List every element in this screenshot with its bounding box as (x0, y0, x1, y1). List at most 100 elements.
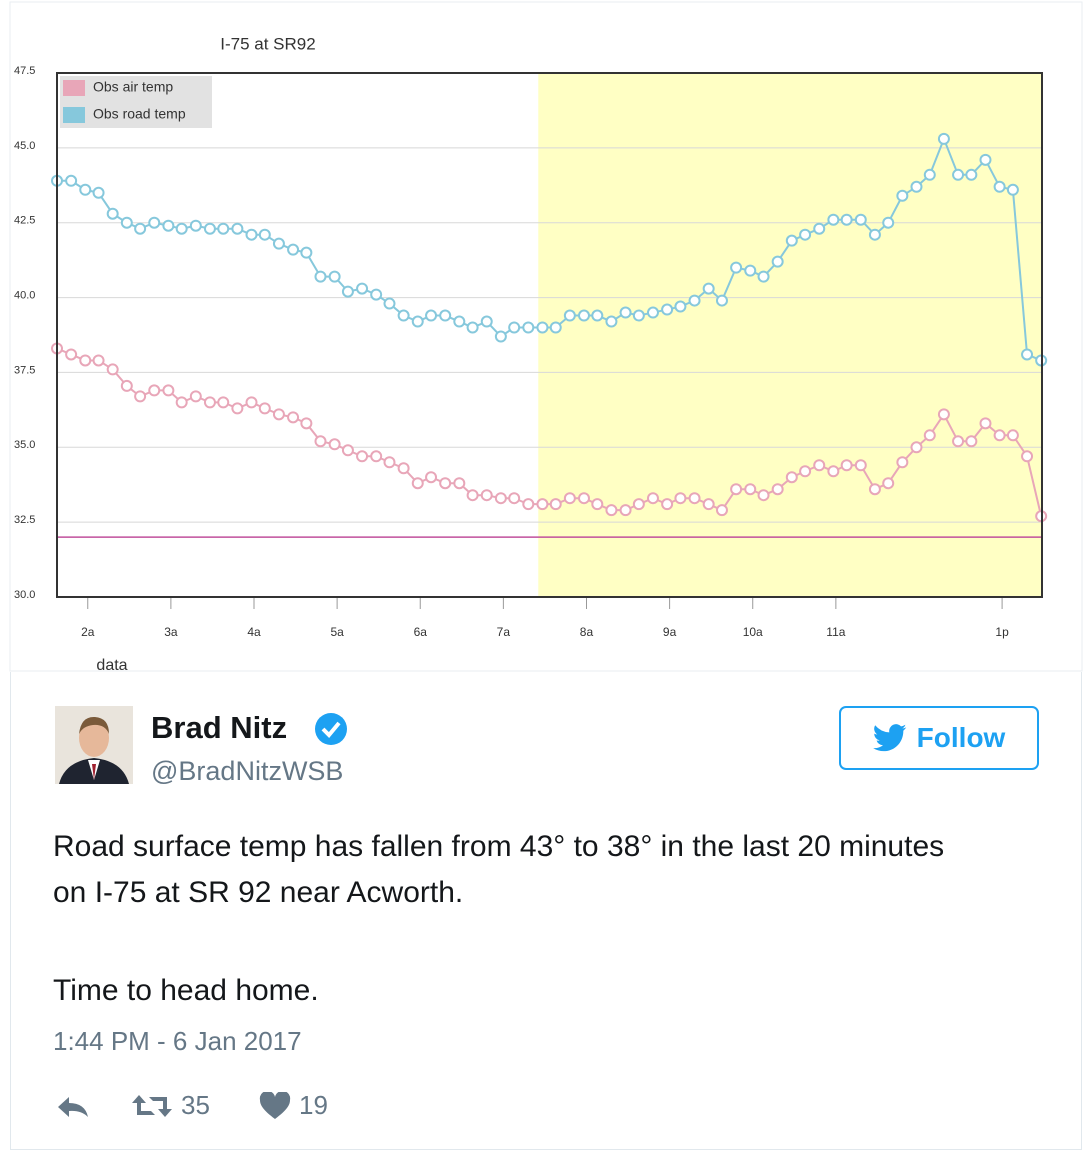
point (675, 302, 685, 312)
reply-icon[interactable] (55, 1094, 91, 1120)
page: I-75 at SR92 data 30.032.535.037.540.042… (0, 0, 1085, 1153)
point (94, 355, 104, 365)
point (995, 182, 1005, 192)
point (690, 296, 700, 306)
y-tick-label: 32.5 (14, 514, 35, 526)
point (330, 439, 340, 449)
point (301, 248, 311, 258)
point (565, 493, 575, 503)
point (108, 364, 118, 374)
point (399, 311, 409, 321)
point (966, 436, 976, 446)
point (731, 263, 741, 273)
x-tick-label: 5a (330, 625, 344, 639)
legend-swatch (63, 80, 85, 96)
point (579, 311, 589, 321)
point (662, 499, 672, 509)
x-tick-label: 2a (81, 625, 95, 639)
highlight-band (538, 73, 1042, 597)
point (634, 499, 644, 509)
point (704, 499, 714, 509)
y-tick-label: 42.5 (14, 215, 35, 227)
point (496, 331, 506, 341)
retweet[interactable]: 35 (131, 1090, 210, 1121)
legend-swatch (63, 107, 85, 123)
point (440, 311, 450, 321)
point (468, 490, 478, 500)
point (135, 224, 145, 234)
point (551, 499, 561, 509)
point (163, 221, 173, 231)
y-tick-label: 37.5 (14, 364, 35, 376)
point (980, 418, 990, 428)
x-tick-label: 6a (414, 625, 428, 639)
point (870, 484, 880, 494)
point (413, 478, 423, 488)
point (191, 221, 201, 231)
point (897, 457, 907, 467)
point (911, 182, 921, 192)
point (440, 478, 450, 488)
point (745, 266, 755, 276)
y-tick-label: 40.0 (14, 289, 35, 301)
x-tick-label: 10a (743, 625, 763, 639)
point (731, 484, 741, 494)
point (621, 505, 631, 515)
chart-title: I-75 at SR92 (220, 34, 315, 53)
point (662, 305, 672, 315)
point (232, 224, 242, 234)
point (357, 451, 367, 461)
follow-button[interactable]: Follow (839, 706, 1039, 770)
point (343, 445, 353, 455)
point (315, 436, 325, 446)
point (509, 493, 519, 503)
point (883, 478, 893, 488)
point (565, 311, 575, 321)
point (704, 284, 714, 294)
point (634, 311, 644, 321)
point (1022, 349, 1032, 359)
point (274, 409, 284, 419)
point (717, 296, 727, 306)
point (870, 230, 880, 240)
point (925, 170, 935, 180)
point (149, 218, 159, 228)
point (579, 493, 589, 503)
point (800, 466, 810, 476)
point (537, 499, 547, 509)
point (247, 397, 257, 407)
point (426, 472, 436, 482)
point (122, 381, 132, 391)
point (995, 430, 1005, 440)
point (842, 215, 852, 225)
point (523, 499, 533, 509)
point (592, 499, 602, 509)
point (842, 460, 852, 470)
timestamp[interactable]: 1:44 PM - 6 Jan 2017 (53, 1026, 302, 1057)
heart-icon (259, 1092, 291, 1120)
point (232, 403, 242, 413)
point (717, 505, 727, 515)
point (592, 311, 602, 321)
point (1008, 430, 1018, 440)
point (260, 403, 270, 413)
point (191, 391, 201, 401)
x-tick-label: 8a (580, 625, 594, 639)
user-name[interactable]: Brad Nitz (151, 710, 287, 746)
chart: I-75 at SR92 data 30.032.535.037.540.042… (0, 0, 1085, 672)
point (94, 188, 104, 198)
point (856, 460, 866, 470)
point (1008, 185, 1018, 195)
point (66, 176, 76, 186)
point (939, 409, 949, 419)
point (218, 224, 228, 234)
avatar[interactable] (55, 706, 133, 784)
like[interactable]: 19 (259, 1090, 328, 1121)
point (523, 323, 533, 333)
point (343, 287, 353, 297)
y-tick-label: 30.0 (14, 589, 35, 601)
user-handle[interactable]: @BradNitzWSB (151, 756, 343, 787)
point (787, 472, 797, 482)
x-tick-label: 11a (826, 625, 845, 639)
tweet-text: Time to head home. (53, 968, 968, 1014)
